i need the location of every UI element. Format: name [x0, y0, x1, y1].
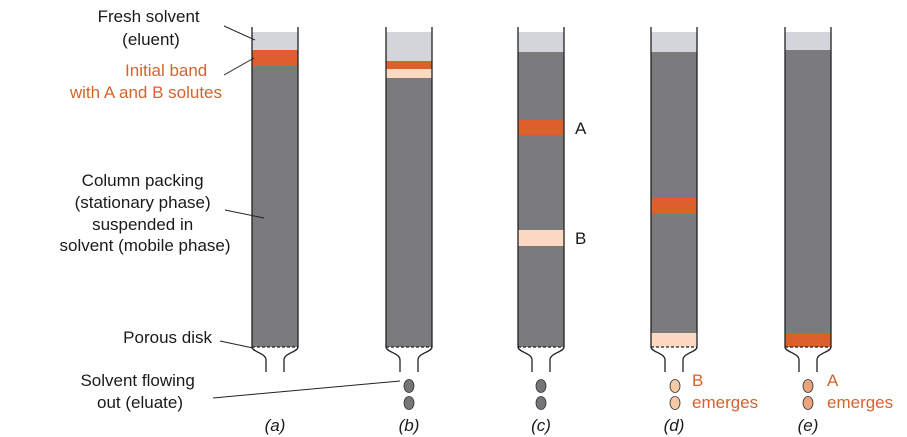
label-initial-band: Initial band with A and B solutes [69, 61, 222, 102]
column-a-solvent [252, 32, 298, 50]
column-c [517, 27, 565, 410]
label-a-emerges: A emerges [827, 371, 893, 412]
column-b-packing [386, 78, 432, 347]
column-c-droplet-1 [535, 379, 547, 393]
label-porous-disk: Porous disk [123, 328, 212, 347]
label-band-a: A [575, 119, 587, 138]
column-a-initial-band [252, 50, 298, 66]
column-d-solvent [651, 32, 697, 52]
column-b-solvent [386, 32, 432, 61]
label-column-packing: Column packing (stationary phase) suspen… [59, 171, 230, 255]
caption-b: (b) [399, 416, 420, 435]
column-c-droplet-2 [535, 396, 547, 410]
column-c-band-a [518, 120, 564, 135]
leader-porous-disk [219, 340, 254, 349]
column-d-band-a [651, 198, 697, 214]
caption-d: (d) [664, 416, 685, 435]
column-e-solvent [785, 32, 831, 50]
column-e-packing [785, 50, 831, 333]
column-a-packing [252, 66, 298, 347]
column-c-band-b [518, 230, 564, 246]
column-b [385, 27, 433, 410]
column-c-packing [518, 52, 564, 347]
label-solvent-flowing: Solvent flowing out (eluate) [80, 371, 199, 412]
column-b-band-b [386, 69, 432, 78]
column-a [251, 27, 299, 372]
column-e [784, 27, 832, 410]
column-c-solvent [518, 32, 564, 52]
column-b-droplet-1 [403, 379, 415, 393]
column-e-droplet-1 [802, 379, 814, 393]
leader-column-packing [224, 209, 265, 219]
label-fresh-solvent: Fresh solvent (eluent) [98, 7, 205, 49]
column-b-outline [385, 27, 433, 372]
column-e-outline [784, 27, 832, 372]
column-d-packing [651, 52, 697, 333]
column-e-band-a [785, 333, 831, 347]
column-c-outline [517, 27, 565, 372]
column-d-droplet-2 [669, 396, 681, 410]
column-b-band-a [386, 61, 432, 69]
column-e-droplet-2 [802, 396, 814, 410]
column-a-outline [251, 27, 299, 372]
caption-c: (c) [531, 416, 551, 435]
column-d-droplet-1 [669, 379, 681, 393]
leader-lines [212, 25, 401, 399]
leader-fresh-solvent [223, 25, 256, 41]
column-d-outline [650, 27, 698, 372]
label-band-b: B [575, 229, 586, 248]
caption-a: (a) [265, 416, 286, 435]
label-b-emerges: B emerges [692, 371, 758, 412]
column-d [650, 27, 698, 410]
leader-solvent-flowing [212, 380, 401, 399]
column-d-band-b [651, 333, 697, 347]
leader-initial-band [223, 57, 255, 76]
caption-e: (e) [798, 416, 819, 435]
column-b-droplet-2 [403, 396, 415, 410]
